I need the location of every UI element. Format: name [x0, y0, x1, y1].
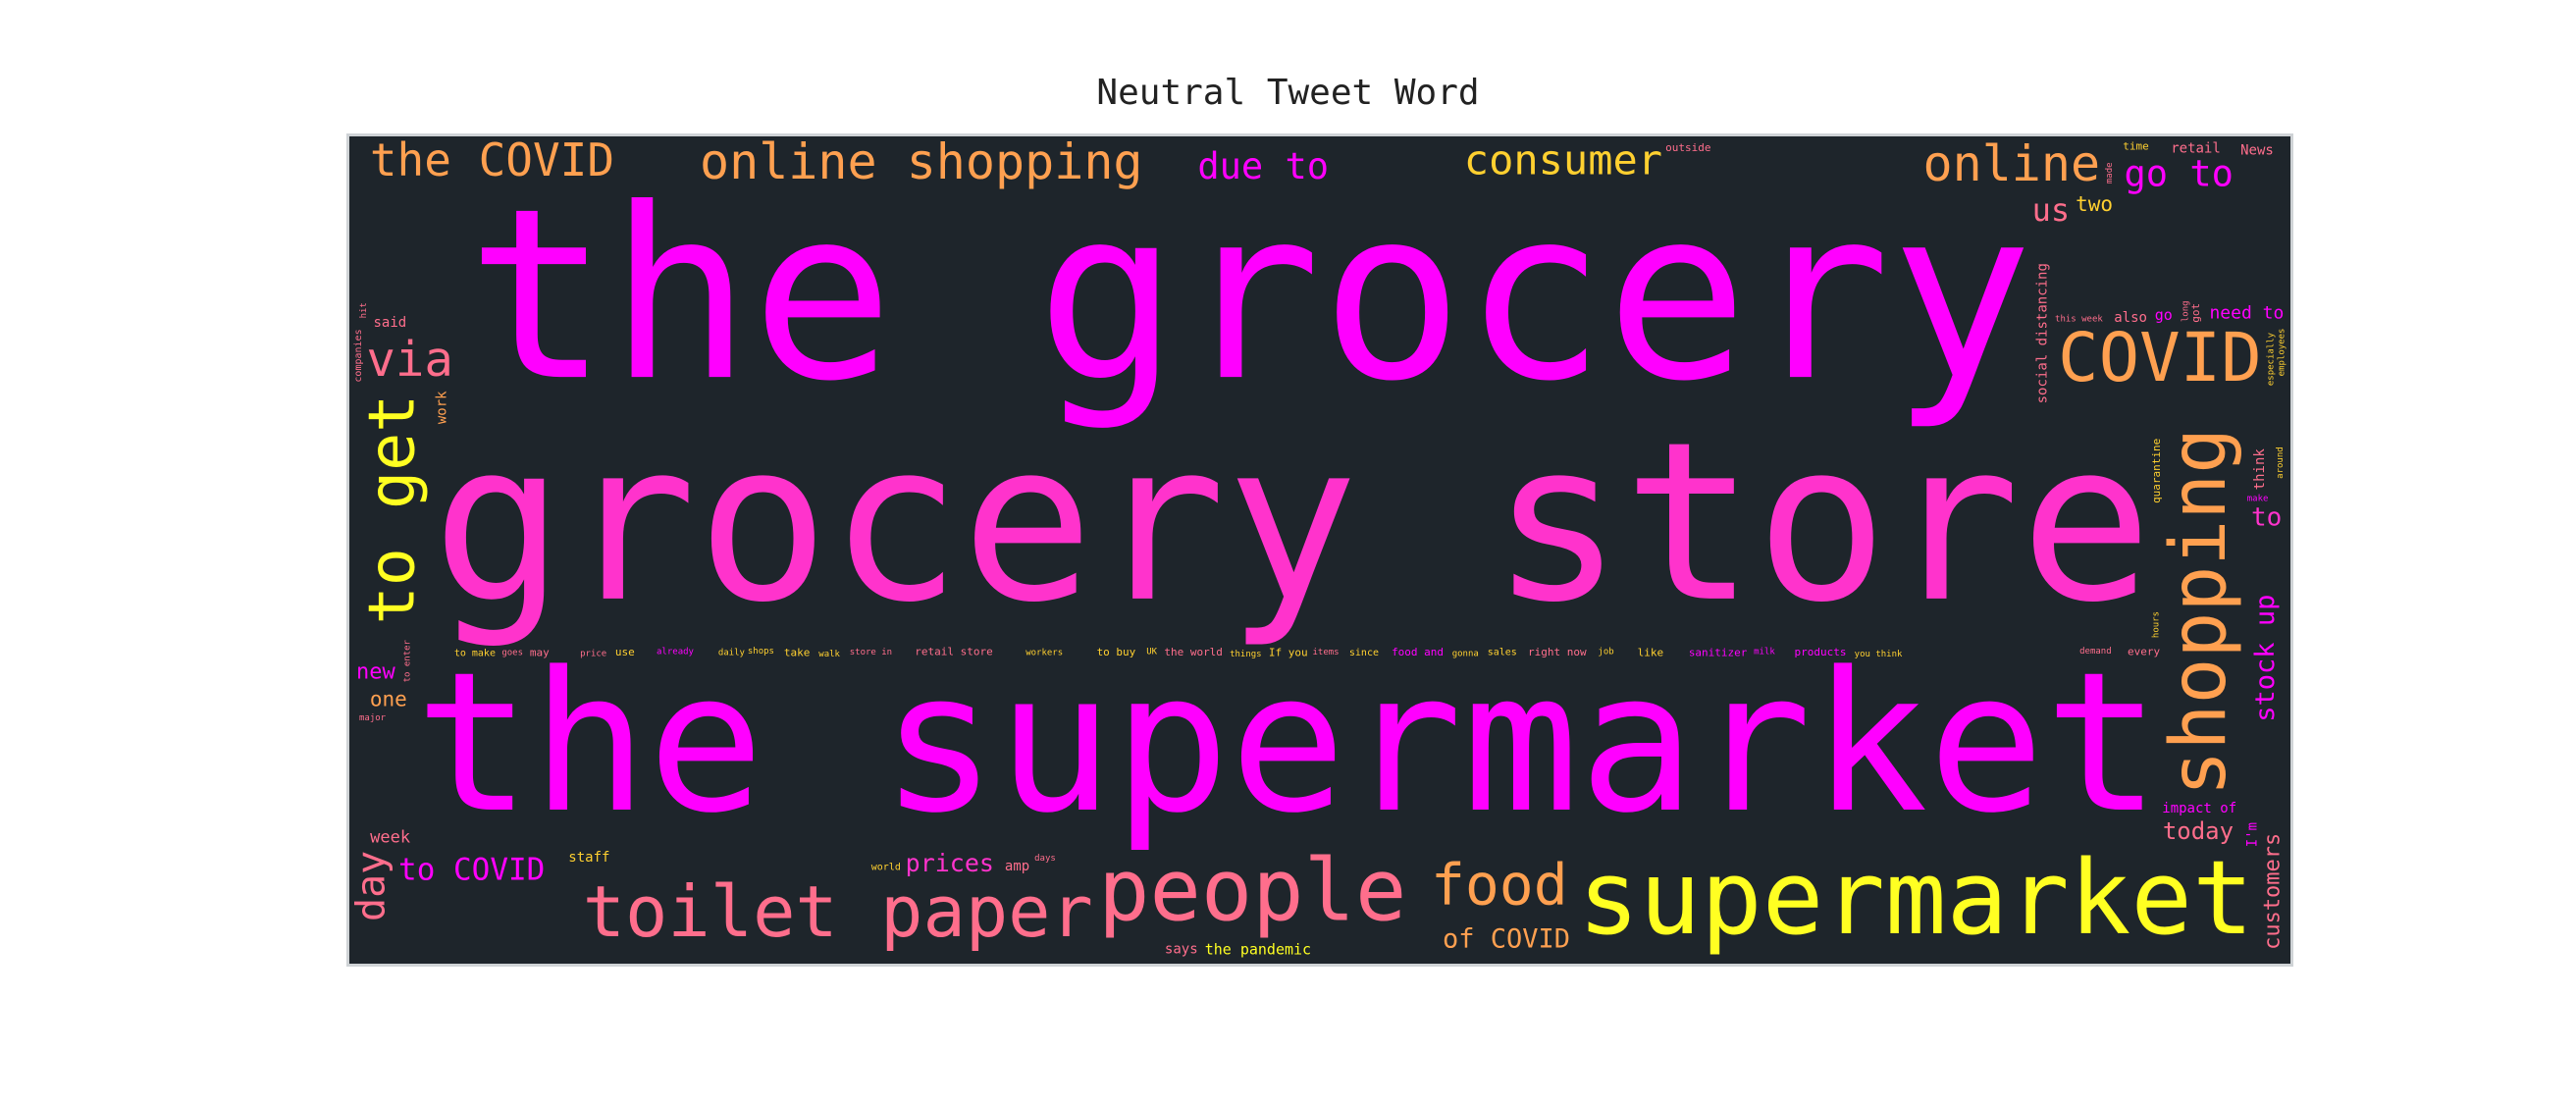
cloud-word: said	[373, 315, 406, 331]
cloud-word: shopping	[2155, 428, 2243, 797]
cloud-word: UK	[1146, 647, 1157, 657]
cloud-word: this week	[2055, 315, 2103, 325]
cloud-word: may	[530, 646, 550, 658]
cloud-word: week	[370, 828, 410, 848]
cloud-word: gonna	[1452, 649, 1479, 658]
cloud-word: need to	[2209, 303, 2284, 324]
cloud-word: supermarket	[1578, 838, 2254, 958]
cloud-word: demand	[2079, 647, 2112, 657]
cloud-word: I'm	[2245, 822, 2261, 847]
cloud-word: customers	[2260, 833, 2285, 950]
cloud-word: social distancing	[2035, 263, 2051, 403]
cloud-word: major	[359, 713, 387, 723]
cloud-word: especially	[2267, 332, 2277, 386]
cloud-word: to enter	[403, 639, 413, 682]
cloud-word: long	[2182, 300, 2191, 322]
cloud-word: the supermarket	[415, 631, 2161, 856]
cloud-word: of COVID	[1443, 924, 1570, 955]
cloud-word: prices	[906, 849, 994, 877]
cloud-word: companies	[353, 329, 364, 382]
cloud-word: grocery store	[432, 394, 2152, 651]
word-cloud-panel: grocery store the supermarket the grocery p…	[346, 133, 2293, 967]
cloud-word: today	[2163, 817, 2234, 845]
cloud-word: If you	[1269, 646, 1308, 658]
cloud-word: outside	[1665, 141, 1710, 154]
cloud-word: employees	[2277, 329, 2287, 377]
cloud-word: COVID	[2058, 319, 2262, 397]
cloud-word: to COVID	[398, 852, 545, 887]
cloud-word: stock up	[2250, 595, 2281, 722]
cloud-word: use	[615, 646, 635, 658]
cloud-word: job	[1598, 648, 1613, 657]
cloud-word: world	[871, 863, 901, 873]
cloud-word: due to	[1197, 145, 1329, 187]
cloud-word: work	[435, 391, 450, 424]
cloud-word: to	[2251, 503, 2282, 533]
cloud-word: the world	[1164, 646, 1223, 658]
cloud-word: hours	[2151, 611, 2161, 638]
cloud-word: price	[580, 649, 606, 658]
cloud-word: quarantine	[2150, 439, 2163, 503]
cloud-word: store in	[850, 648, 892, 657]
cloud-word: hit	[359, 302, 369, 318]
cloud-background	[349, 136, 2290, 964]
cloud-word: online	[1923, 136, 2101, 192]
cloud-word: products	[1795, 646, 1847, 658]
cloud-word: already	[657, 647, 695, 657]
cloud-word: new	[356, 659, 395, 684]
cloud-word: retail store	[915, 646, 992, 658]
chart-title: Neutral Tweet Word	[1096, 73, 1480, 113]
cloud-word: think	[2252, 448, 2268, 491]
cloud-word: goes	[501, 649, 523, 658]
cloud-word: milk	[1754, 648, 1775, 657]
cloud-word: to make	[454, 649, 496, 659]
cloud-word: consumer	[1464, 136, 1662, 184]
cloud-word: to get	[356, 394, 430, 625]
cloud-word: go	[2155, 306, 2173, 324]
cloud-word: people	[1098, 840, 1406, 940]
cloud-word: got	[2189, 303, 2202, 323]
cloud-word: like	[1638, 646, 1664, 658]
cloud-word: workers	[1025, 648, 1063, 657]
cloud-word: take	[784, 646, 811, 658]
cloud-word: time	[2123, 140, 2149, 153]
cloud-word: every	[2128, 646, 2160, 658]
cloud-word: one	[370, 687, 407, 710]
cloud-word: days	[1034, 854, 1056, 864]
cloud-word: you think	[1855, 650, 1903, 659]
cloud-word: sanitizer	[1689, 647, 1748, 659]
cloud-word: food and	[1392, 646, 1444, 658]
cloud-word: day	[349, 851, 394, 921]
cloud-word: two	[2076, 192, 2113, 216]
cloud-word: items	[1312, 648, 1339, 657]
cloud-word: around	[2276, 447, 2286, 479]
cloud-word: us	[2032, 191, 2071, 229]
cloud-word: go to	[2125, 153, 2234, 195]
cloud-word: food	[1431, 852, 1568, 919]
cloud-word: shops	[748, 647, 774, 657]
cloud-word: make	[2247, 495, 2269, 504]
cloud-word: also	[2114, 310, 2147, 326]
cloud-word: the grocery	[467, 157, 2033, 433]
cloud-word: the COVID	[370, 136, 614, 186]
cloud-word: made	[2105, 162, 2115, 184]
cloud-word: staff	[568, 850, 609, 866]
cloud-word: right now	[1528, 646, 1587, 658]
cloud-word: retail	[2171, 141, 2221, 157]
cloud-word: daily	[718, 649, 746, 658]
cloud-word: to buy	[1097, 646, 1136, 658]
cloud-word: says	[1165, 941, 1198, 957]
cloud-word: sales	[1488, 648, 1517, 658]
cloud-word: via	[366, 332, 453, 388]
cloud-word: News	[2240, 143, 2274, 159]
cloud-word: amp	[1005, 859, 1029, 874]
cloud-word: toilet paper	[583, 870, 1093, 953]
cloud-word: impact of	[2162, 801, 2236, 816]
cloud-word: the pandemic	[1205, 940, 1311, 958]
cloud-word: things	[1230, 650, 1262, 659]
cloud-word: online shopping	[700, 136, 1143, 190]
cloud-word: since	[1349, 648, 1379, 658]
cloud-word: walk	[818, 650, 840, 659]
